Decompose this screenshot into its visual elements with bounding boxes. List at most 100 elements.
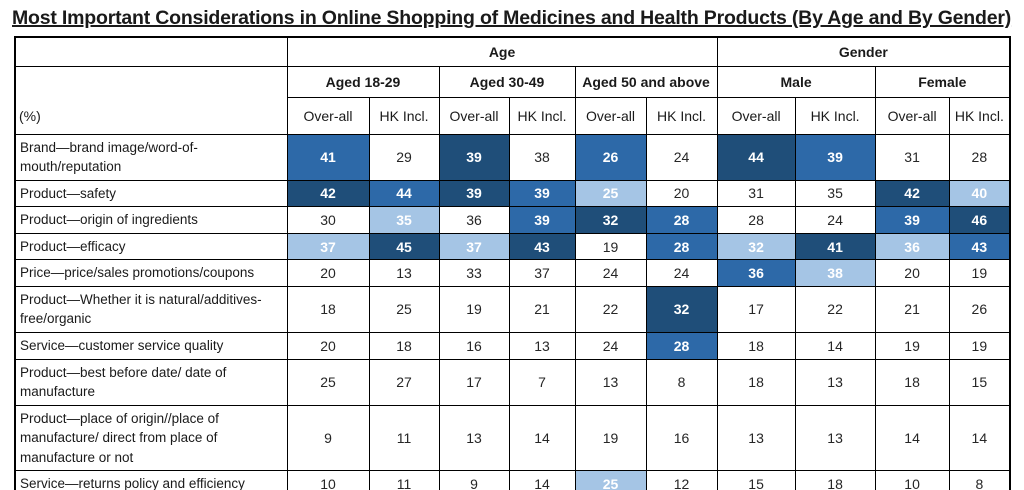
row-label: Product—place of origin//place of manufa… — [14, 404, 288, 472]
value-cell: 24 — [645, 259, 718, 287]
value-cell: 19 — [574, 232, 647, 261]
value-cell: 8 — [948, 470, 1011, 490]
value-cell: 16 — [438, 332, 510, 360]
value-cell: 25 — [574, 179, 647, 208]
value-cell: 19 — [874, 332, 950, 360]
value-cell: 41 — [286, 133, 370, 181]
value-cell: 39 — [438, 179, 510, 208]
value-cell: 19 — [574, 404, 647, 472]
row-label: Product—best before date/ date of manufa… — [14, 358, 288, 406]
value-cell: 31 — [716, 179, 796, 208]
row-label: Brand—brand image/word-of-mouth/reputati… — [14, 133, 288, 181]
value-cell: 39 — [508, 206, 576, 234]
value-cell: 13 — [716, 404, 796, 472]
value-cell: 18 — [716, 358, 796, 406]
table-row: Brand—brand image/word-of-mouth/reputati… — [14, 133, 1011, 181]
table-row: Product—best before date/ date of manufa… — [14, 358, 1011, 406]
measure-header-row: Over-all HK Incl. Over-all HK Incl. Over… — [15, 96, 1011, 135]
value-cell: 8 — [645, 358, 718, 406]
value-cell: 18 — [716, 332, 796, 360]
table-row: Product—efficacy 37 45 37 43 19 28 32 41 36 43 — [14, 232, 1011, 261]
measure-header: Over-all — [574, 96, 647, 135]
value-cell: 7 — [508, 358, 576, 406]
value-cell: 28 — [716, 206, 796, 234]
value-cell: 42 — [874, 179, 950, 208]
value-cell: 28 — [645, 232, 718, 261]
value-cell: 13 — [438, 404, 510, 472]
value-cell: 18 — [874, 358, 950, 406]
value-cell: 43 — [508, 232, 576, 261]
value-cell: 32 — [716, 232, 796, 261]
value-cell: 24 — [574, 259, 647, 287]
table-row: Product—origin of ingredients 30 35 36 39 32 2… — [14, 206, 1011, 234]
value-cell: 13 — [794, 358, 876, 406]
value-cell: 13 — [794, 404, 876, 472]
value-cell: 11 — [368, 404, 440, 472]
table-header: Age Gender (%) Aged 18-29 Aged 30-49 Age… — [14, 36, 1011, 135]
value-cell: 21 — [874, 285, 950, 334]
measure-header: HK Incl. — [948, 96, 1011, 135]
value-cell: 28 — [948, 133, 1011, 181]
value-cell: 14 — [874, 404, 950, 472]
value-cell: 14 — [948, 404, 1011, 472]
value-cell: 33 — [438, 259, 510, 287]
value-cell: 15 — [716, 470, 796, 490]
value-cell: 19 — [948, 332, 1011, 360]
value-cell: 43 — [948, 232, 1011, 261]
value-cell: 24 — [574, 332, 647, 360]
value-cell: 32 — [574, 206, 647, 234]
value-cell: 18 — [794, 470, 876, 490]
table-row: Service—customer service quality 20 18 16 13… — [14, 332, 1011, 360]
value-cell: 16 — [645, 404, 718, 472]
value-cell: 31 — [874, 133, 950, 181]
value-cell: 32 — [645, 285, 718, 334]
row-label: Product—origin of ingredients — [14, 206, 288, 234]
col-header-aged-18-29: Aged 18-29 — [286, 65, 440, 98]
value-cell: 42 — [286, 179, 370, 208]
value-cell: 25 — [574, 470, 647, 490]
value-cell: 12 — [645, 470, 718, 490]
value-cell: 38 — [794, 259, 876, 287]
table-body: Brand—brand image/word-of-mouth/reputati… — [14, 133, 1011, 490]
measure-header: HK Incl. — [368, 96, 440, 135]
value-cell: 25 — [368, 285, 440, 334]
value-cell: 18 — [286, 285, 370, 334]
measure-header: HK Incl. — [508, 96, 576, 135]
value-cell: 36 — [438, 206, 510, 234]
value-cell: 39 — [508, 179, 576, 208]
value-cell: 15 — [948, 358, 1011, 406]
value-cell: 20 — [874, 259, 950, 287]
col-header-female: Female — [874, 65, 1011, 98]
value-cell: 14 — [508, 470, 576, 490]
row-label: Product—efficacy — [14, 232, 288, 261]
data-table: Age Gender (%) Aged 18-29 Aged 30-49 Age… — [14, 36, 1012, 490]
corner-cell — [14, 36, 288, 67]
value-cell: 37 — [508, 259, 576, 287]
col-group-gender: Gender — [716, 36, 1011, 67]
measure-header: Over-all — [438, 96, 510, 135]
row-label: Service—customer service quality — [14, 332, 288, 360]
value-cell: 20 — [645, 179, 718, 208]
value-cell: 11 — [368, 470, 440, 490]
group-header-row: Age Gender — [14, 36, 1011, 67]
value-cell: 21 — [508, 285, 576, 334]
measure-header: Over-all — [716, 96, 796, 135]
value-cell: 27 — [368, 358, 440, 406]
row-label: Product—safety — [14, 179, 288, 208]
row-label: Price—price/sales promotions/coupons — [14, 259, 288, 287]
value-cell: 28 — [645, 332, 718, 360]
measure-header: HK Incl. — [645, 96, 718, 135]
value-cell: 24 — [645, 133, 718, 181]
value-cell: 20 — [286, 332, 370, 360]
value-cell: 38 — [508, 133, 576, 181]
value-cell: 46 — [948, 206, 1011, 234]
value-cell: 13 — [574, 358, 647, 406]
unit-label: (%) — [14, 65, 288, 135]
value-cell: 28 — [645, 206, 718, 234]
col-group-age: Age — [286, 36, 718, 67]
value-cell: 22 — [574, 285, 647, 334]
value-cell: 37 — [286, 232, 370, 261]
table-row: Product—safety 42 44 39 39 25 20 31 35 42 40 — [14, 179, 1011, 208]
value-cell: 39 — [794, 133, 876, 181]
